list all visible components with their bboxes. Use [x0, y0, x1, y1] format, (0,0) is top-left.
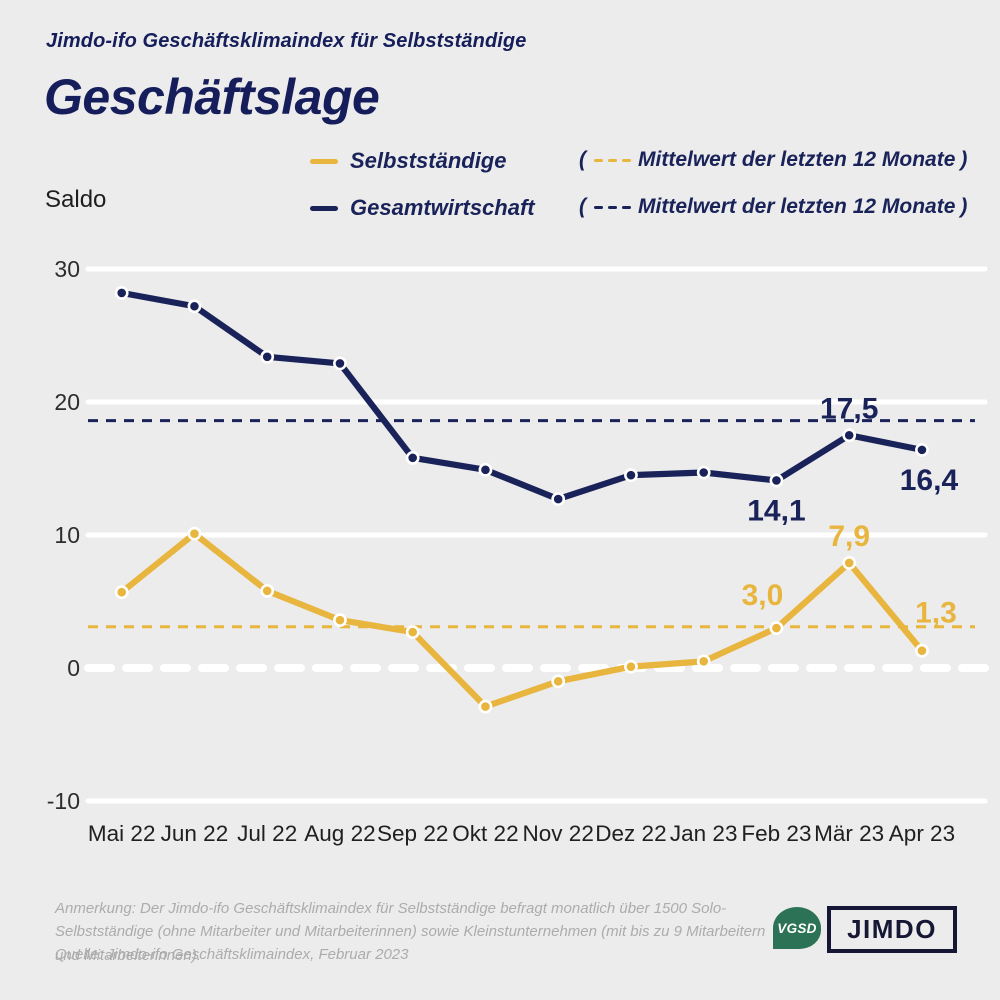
- series-line-selbstständige: [118, 530, 926, 710]
- vgsd-logo: VGSD: [773, 907, 821, 949]
- x-axis-tick-label: Dez 22: [595, 821, 666, 846]
- data-point: [333, 356, 347, 371]
- data-point: [842, 556, 857, 570]
- dashed-line-icon: [593, 158, 603, 162]
- x-axis-tick-label: Mär 23: [814, 821, 884, 846]
- data-label: 14,1: [747, 494, 805, 527]
- data-label: 17,5: [820, 392, 878, 425]
- x-axis-tick-label: Jul 22: [237, 821, 297, 846]
- paren-close: ): [960, 195, 968, 218]
- x-axis-tick-label: Nov 22: [523, 821, 594, 846]
- data-label: 1,3: [915, 597, 957, 630]
- data-point: [624, 659, 638, 674]
- x-axis-tick-label: Mai 22: [88, 821, 156, 846]
- y-axis-tick-label: 30: [54, 256, 80, 282]
- source-note: Quelle: Jimdo-ifo Geschäftsklimaindex, F…: [55, 946, 409, 963]
- x-axis-tick-label: Sep 22: [377, 821, 448, 846]
- dashed-line-icon: [607, 158, 617, 162]
- x-axis-tick-label: Okt 22: [452, 821, 518, 846]
- legend-label: Gesamtwirtschaft: [350, 195, 535, 220]
- data-point: [696, 465, 711, 480]
- data-point: [915, 442, 929, 457]
- x-axis-tick-label: Jun 22: [161, 821, 229, 846]
- y-axis-tick-label: 20: [54, 389, 80, 415]
- dashed-line-icon: [607, 205, 617, 209]
- legend-label: Selbstständige: [350, 148, 507, 173]
- data-point: [187, 299, 202, 314]
- data-label: 7,9: [828, 520, 870, 553]
- y-axis-title: Saldo: [45, 186, 107, 213]
- data-point: [187, 526, 202, 541]
- data-point: [551, 674, 566, 689]
- y-axis-tick-label: 0: [67, 655, 80, 681]
- data-point: [769, 473, 784, 488]
- x-axis-tick-label: Jan 23: [670, 821, 738, 846]
- paren-open: (: [579, 148, 586, 171]
- legend-item-selbststaendige: Selbstständige: [310, 146, 560, 176]
- data-point: [478, 699, 493, 714]
- data-point: [915, 643, 929, 658]
- data-point: [842, 428, 857, 443]
- x-axis-tick-label: Aug 22: [304, 821, 375, 846]
- data-point: [478, 462, 493, 477]
- selbststaendige-line-swatch-icon: [310, 158, 338, 164]
- data-point: [333, 613, 347, 628]
- dashed-line-icon: [593, 205, 603, 209]
- legend-item-gesamtwirtschaft: Gesamtwirtschaft: [310, 193, 560, 223]
- dashed-line-icon: [621, 158, 631, 162]
- page-title: Geschäftslage: [44, 69, 380, 125]
- data-point: [260, 583, 275, 598]
- mean-note-label: Mittelwert der letzten 12 Monate: [638, 195, 956, 218]
- data-point: [405, 450, 420, 465]
- mean-note-selbststaendige: ( Mittelwert der letzten 12 Monate ): [574, 148, 967, 172]
- series-line-gesamtwirtschaft: [118, 289, 926, 503]
- mean-note-gesamtwirtschaft: ( Mittelwert der letzten 12 Monate ): [574, 195, 967, 219]
- data-point: [551, 492, 566, 506]
- y-axis-tick-label: 10: [54, 522, 80, 548]
- paren-open: (: [579, 195, 586, 218]
- data-point: [696, 654, 711, 669]
- data-point: [405, 625, 420, 639]
- data-point: [114, 286, 129, 300]
- x-axis-tick-label: Apr 23: [889, 821, 955, 846]
- gesamtwirtschaft-line-swatch-icon: [310, 205, 338, 211]
- paren-close: ): [960, 148, 968, 171]
- data-point: [624, 468, 638, 483]
- mean-note-label: Mittelwert der letzten 12 Monate: [638, 148, 956, 171]
- data-point: [114, 585, 129, 600]
- jimdo-logo: JIMDO: [827, 906, 957, 953]
- chart-kicker: Jimdo-ifo Geschäftsklimaindex für Selbst…: [46, 30, 527, 52]
- dashed-line-icon: [621, 205, 631, 209]
- data-label: 3,0: [742, 579, 784, 612]
- data-point: [260, 349, 275, 364]
- footnote: Anmerkung: Der Jimdo-ifo Geschäftsklimai…: [55, 900, 766, 964]
- x-axis-tick-label: Feb 23: [741, 821, 811, 846]
- data-label: 16,4: [900, 464, 959, 497]
- y-axis-tick-label: -10: [47, 788, 80, 814]
- data-point: [769, 621, 784, 635]
